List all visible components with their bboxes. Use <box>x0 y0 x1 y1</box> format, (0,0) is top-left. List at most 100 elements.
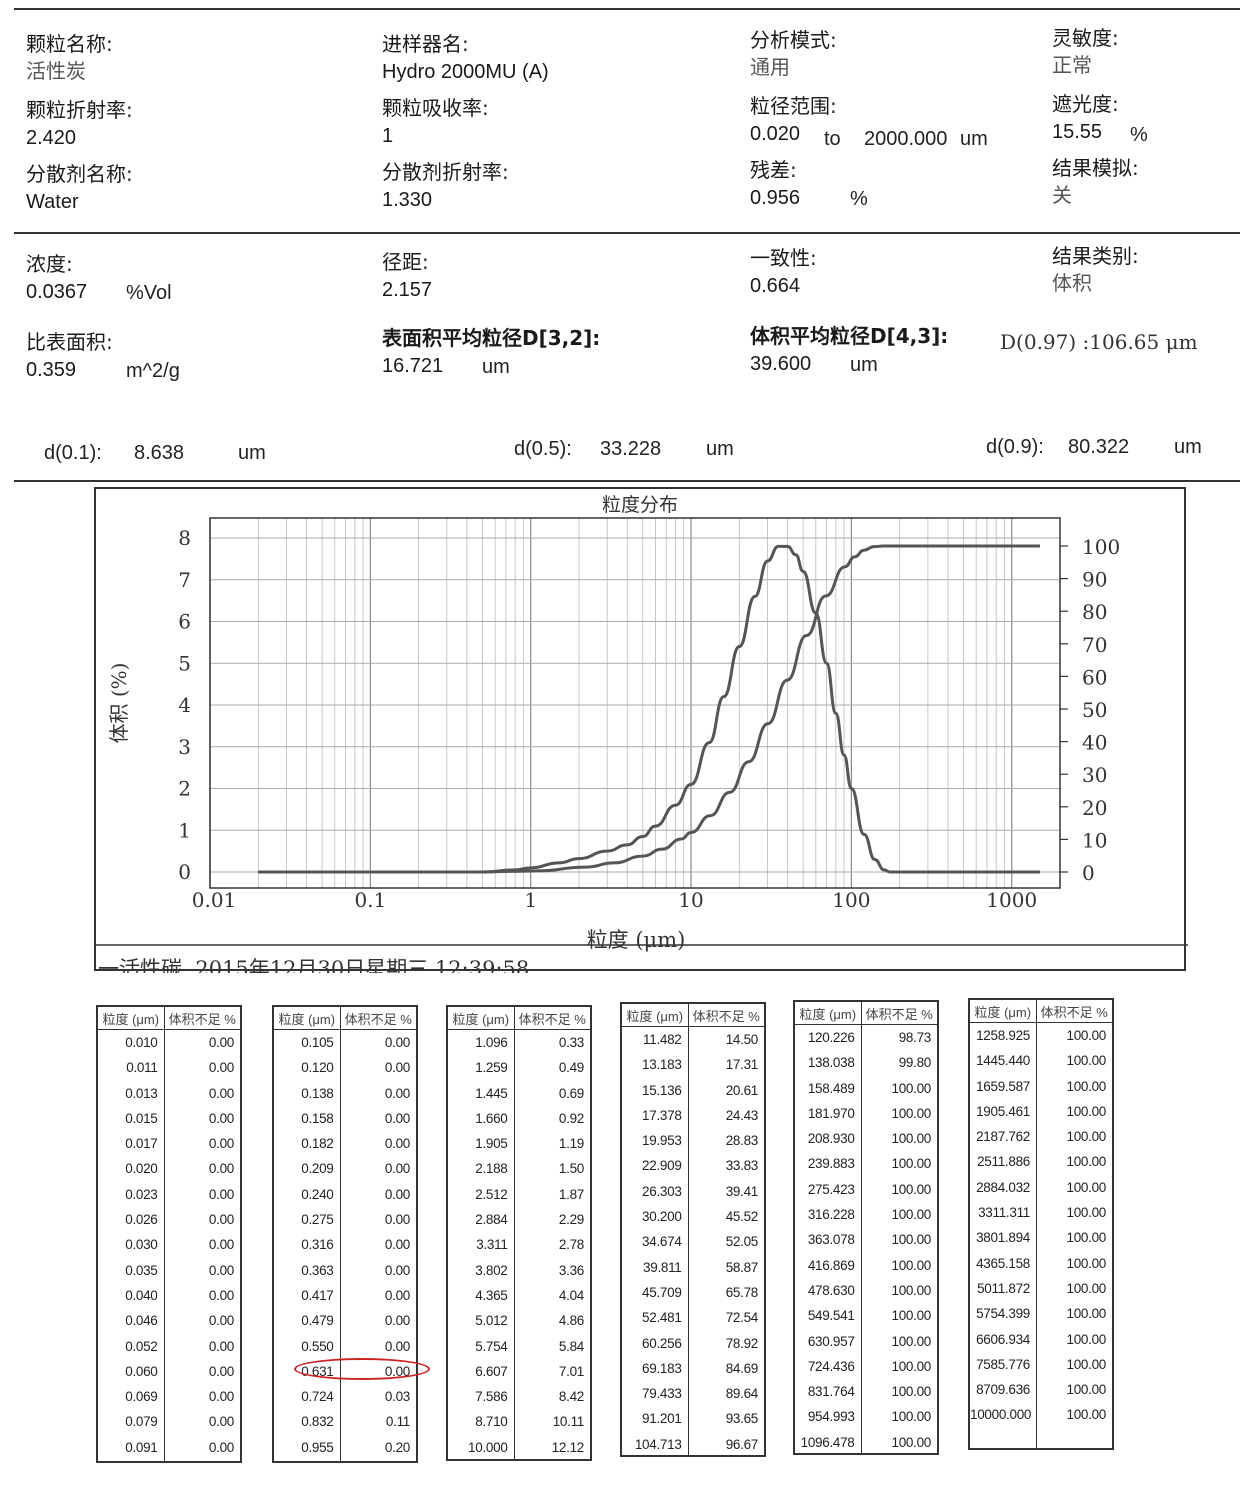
volume-under-cell: 100.00 <box>1066 1382 1107 1398</box>
volume-under-cell: 100.00 <box>1066 1230 1107 1246</box>
volume-under-cell: 5.84 <box>558 1338 584 1354</box>
size-cell: 6.607 <box>475 1363 508 1379</box>
dispersant-refractive-index: 分散剂折射率: 1.330 <box>382 158 509 214</box>
dispersant-ri-value: 1.330 <box>382 189 433 211</box>
x-tick-label: 0.1 <box>354 888 386 912</box>
d43-label: 体积平均粒径D[4,3]: <box>750 324 949 348</box>
span-value: 2.157 <box>382 279 433 301</box>
volume-under-cell: 89.64 <box>725 1386 759 1402</box>
analysis-mode-label: 分析模式: <box>750 28 837 52</box>
volume-under-cell: 99.80 <box>898 1055 932 1071</box>
table-header: 粒度 (μm) 体积不足 % <box>448 1007 590 1030</box>
size-column: 11.482 13.183 15.136 17.378 19.953 22.909 26.3… <box>622 1027 689 1455</box>
size-cell: 4.365 <box>475 1287 508 1303</box>
ssa-label: 比表面积: <box>26 330 113 354</box>
size-cell: 0.040 <box>125 1287 158 1303</box>
size-cell: 724.436 <box>807 1358 855 1374</box>
y-right-tick-label: 50 <box>1082 698 1107 722</box>
size-cell: 2.512 <box>475 1186 508 1202</box>
size-cell: 0.955 <box>301 1439 334 1455</box>
volume-under-cell: 0.00 <box>208 1338 234 1354</box>
volume-under-column-header: 体积不足 % <box>865 1006 933 1022</box>
volume-under-cell: 0.00 <box>208 1186 234 1202</box>
dispersant-ri-label: 分散剂折射率: <box>382 160 509 184</box>
size-cell: 0.035 <box>125 1262 158 1278</box>
size-cell: 138.038 <box>807 1055 855 1071</box>
volume-under-cell: 0.00 <box>208 1363 234 1379</box>
size-cell: 0.011 <box>126 1060 158 1076</box>
size-cell: 1258.925 <box>976 1028 1030 1043</box>
table-header: 粒度 (μm) 体积不足 % <box>98 1007 240 1030</box>
y-left-tick-label: 8 <box>178 526 191 550</box>
size-cell: 0.046 <box>125 1313 158 1329</box>
obscuration-value: 15.55 <box>1052 121 1103 143</box>
size-cell: 363.078 <box>807 1232 855 1248</box>
y-right-tick-label: 60 <box>1082 665 1107 689</box>
volume-under-cell: 0.11 <box>385 1414 410 1430</box>
volume-under-cell: 0.00 <box>384 1262 410 1278</box>
particle-ri-value: 2.420 <box>26 127 77 149</box>
volume-under-cell: 0.00 <box>384 1338 410 1354</box>
volume-under-cell: 100.00 <box>1066 1356 1107 1372</box>
volume-under-cell: 0.00 <box>208 1060 234 1076</box>
d10-row: d(0.1): 8.638 um <box>44 442 266 465</box>
size-cell: 10.000 <box>468 1439 508 1455</box>
size-table: 粒度 (μm) 体积不足 % 120.226 138.038 158.489 181.97… <box>793 1000 939 1455</box>
volume-under-cell: 100.00 <box>891 1409 932 1425</box>
volume-under-cell: 100.00 <box>1066 1255 1107 1271</box>
volume-under-column-header: 体积不足 % <box>1040 1004 1108 1020</box>
size-column-header: 粒度 (μm) <box>98 1007 165 1029</box>
analysis-mode: 分析模式: 通用 <box>750 26 837 82</box>
uniformity-label: 一致性: <box>750 246 817 270</box>
size-cell: 0.079 <box>125 1414 158 1430</box>
size-cell: 0.417 <box>301 1287 334 1303</box>
size-cell: 26.303 <box>642 1183 682 1199</box>
volume-under-cell: 78.92 <box>725 1335 759 1351</box>
uniformity: 一致性: 0.664 <box>750 244 817 300</box>
size-column: 0.010 0.011 0.013 0.015 0.017 0.020 0.023 0.026… <box>98 1030 165 1461</box>
y-left-tick-label: 0 <box>178 860 191 884</box>
volume-under-cell: 93.65 <box>725 1411 759 1427</box>
size-cell: 1445.440 <box>976 1053 1030 1069</box>
size-cell: 0.010 <box>125 1035 158 1050</box>
volume-under-cell: 58.87 <box>725 1259 759 1275</box>
dispersant-name-value: Water <box>26 191 79 213</box>
concentration: 浓度: 0.0367 %Vol <box>26 250 226 306</box>
size-cell: 0.832 <box>301 1414 334 1430</box>
volume-under-cell: 0.00 <box>384 1363 410 1379</box>
volume-under-cell: 0.00 <box>208 1237 234 1253</box>
size-cell: 30.200 <box>642 1209 682 1225</box>
size-cell: 0.240 <box>301 1186 334 1202</box>
volume-under-cell: 100.00 <box>891 1308 932 1324</box>
particle-size-chart: 粒度分布 0.01 0.1 1 10 100 1000 0 1 2 3 4 5 6 7 8 0 10 20 30… <box>94 487 1188 973</box>
y-left-tick-label: 7 <box>178 568 191 592</box>
size-cell: 0.030 <box>125 1237 158 1253</box>
size-cell: 0.060 <box>125 1363 158 1379</box>
volume-under-cell: 45.52 <box>725 1209 759 1225</box>
volume-under-column: 0.00 0.00 0.00 0.00 0.00 0.00 0.00 0.00 0.00 0.00… <box>165 1030 240 1461</box>
concentration-unit: %Vol <box>126 282 172 304</box>
span-label: 径距: <box>382 250 429 274</box>
volume-under-cell: 3.36 <box>558 1262 584 1278</box>
y-right-tick-label: 20 <box>1082 796 1107 820</box>
volume-under-column-header: 体积不足 % <box>518 1011 586 1027</box>
volume-under-column: 0.33 0.49 0.69 0.92 1.19 1.50 1.87 2.29 2.78 3.36… <box>515 1030 590 1459</box>
size-cell: 13.183 <box>642 1057 682 1073</box>
size-table: 粒度 (μm) 体积不足 % 1.096 1.259 1.445 1.660 1.905 2.… <box>446 1005 592 1461</box>
size-range: 粒径范围: 0.020 to 2000.000 um <box>750 92 1010 150</box>
chart-caption: 一活性碳, 2015年12月30日星期三 12:39:58 <box>98 957 529 973</box>
specific-surface-area: 比表面积: 0.359 m^2/g <box>26 328 226 384</box>
size-cell: 0.316 <box>301 1237 334 1253</box>
sampler-name: 进样器名: Hydro 2000MU (A) <box>382 30 549 86</box>
size-column: 120.226 138.038 158.489 181.970 208.930 239.8… <box>795 1025 862 1453</box>
volume-under-cell: 72.54 <box>725 1310 759 1326</box>
volume-under-cell: 100.00 <box>891 1080 932 1096</box>
volume-under-cell: 100.00 <box>891 1282 932 1298</box>
volume-under-cell: 0.03 <box>384 1389 410 1405</box>
d32: 表面积平均粒径D[3,2]: 16.721 um <box>382 324 642 380</box>
volume-under-cell: 0.00 <box>208 1287 234 1303</box>
size-cell: 0.023 <box>125 1186 158 1202</box>
volume-under-cell: 100.00 <box>1066 1154 1107 1170</box>
size-cell: 0.182 <box>301 1136 334 1152</box>
size-table: 粒度 (μm) 体积不足 % 0.010 0.011 0.013 0.015 0.017 0.… <box>96 1005 242 1463</box>
